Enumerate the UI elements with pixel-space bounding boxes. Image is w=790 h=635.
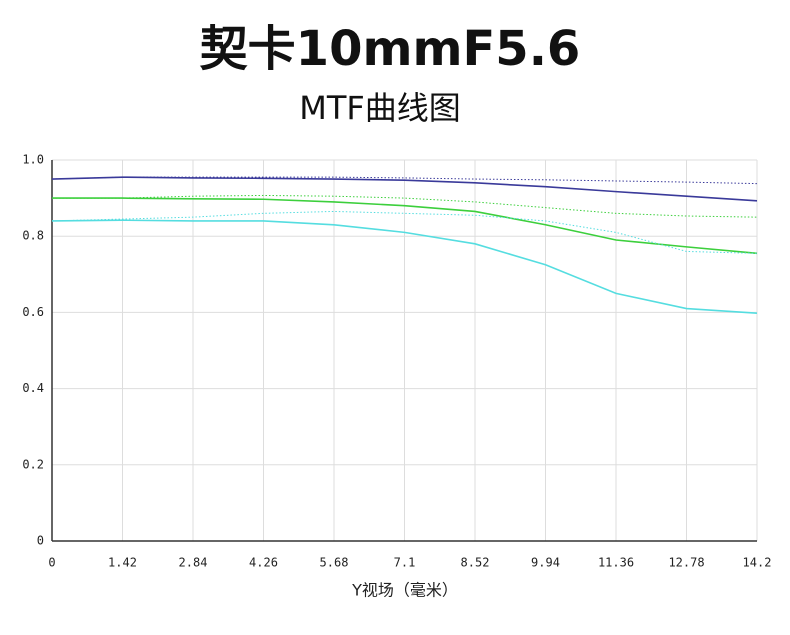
x-tick-label: 8.52 [461,556,490,570]
y-tick-label: 0 [37,534,44,548]
x-axis-label: Y视场（毫米） [351,581,458,600]
chart-title: 契卡10mmF5.6 [200,21,581,77]
chart-subtitle: MTF曲线图 [299,89,461,127]
y-tick-label: 0.8 [22,229,44,243]
x-tick-label: 7.1 [394,556,416,570]
y-tick-label: 0.4 [22,381,44,395]
x-tick-label: 4.26 [249,556,278,570]
x-tick-label: 12.78 [668,556,704,570]
x-tick-label: 1.42 [108,556,137,570]
mtf-line [51,176,758,202]
x-tick-label: 5.68 [320,556,349,570]
mtf-line [52,194,758,218]
x-tick-label: 2.84 [179,556,208,570]
y-tick-label: 0.6 [22,305,44,319]
x-tick-label: 14.2 [743,556,772,570]
y-tick-label: 1.0 [22,153,44,167]
x-tick-label: 0 [48,556,55,570]
mtf-line [52,197,758,255]
y-tick-label: 0.2 [22,457,44,471]
x-tick-label: 9.94 [531,556,560,570]
x-tick-label: 11.36 [598,556,634,570]
mtf-line [51,219,758,314]
